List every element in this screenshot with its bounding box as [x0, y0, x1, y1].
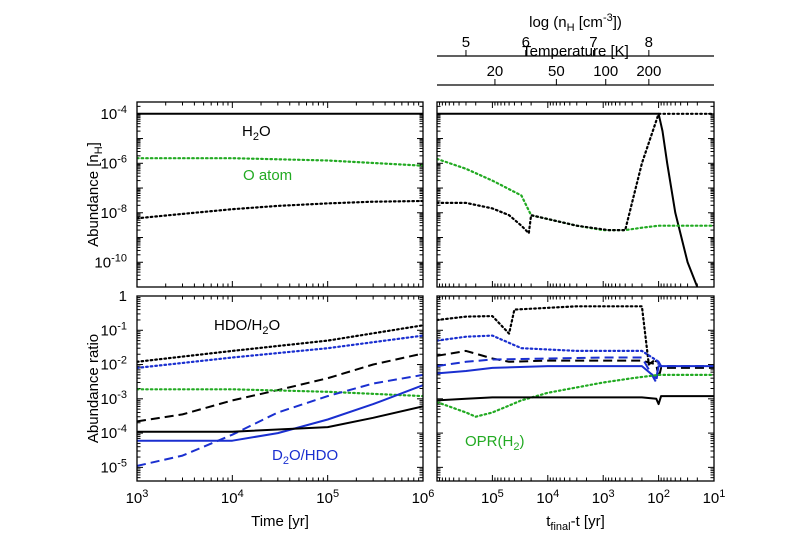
x-tick-label: 102 [647, 488, 670, 507]
y-axis-label: Abundance [nH] [85, 142, 105, 247]
series-line-5 [437, 365, 714, 380]
x-tick-label: 106 [412, 488, 435, 507]
series-line-3 [137, 352, 423, 423]
series-line-1 [437, 112, 699, 287]
panel-top-right-frame [436, 101, 715, 288]
top-axis-tick-label: 8 [645, 34, 653, 51]
panel-bottom-left: 1 10-1 10-2 10-3 10-4 10-5 103 104 105 106 Abundan… [85, 288, 434, 530]
y-tick-label: 10-6 [101, 153, 127, 172]
annotation-label: D2O/HDO [272, 447, 338, 467]
x-tick-label: 101 [703, 488, 726, 507]
panel-top-left: 10-4 10-6 10-8 10-10 Abundance [nH] H2O O atom [85, 101, 424, 288]
panel-top-left-frame [136, 101, 424, 288]
y-tick-label: 10-1 [101, 320, 127, 339]
series-line-7 [137, 405, 423, 433]
top-axis-tick-label: 6 [522, 34, 530, 51]
annotation-label: H2O [242, 123, 271, 143]
top-axis-tick-label: 200 [636, 63, 661, 80]
panel-top-right: 5 6 7 8 log (nH [cm-3]) 20 50 100 200 Temperature… [436, 12, 715, 288]
top-axis-label: log (nH [cm-3]) [529, 12, 622, 34]
y-tick-label: 10-4 [101, 104, 127, 123]
y-tick-label: 10-4 [101, 423, 127, 442]
annotation-label: OPR(H2) [465, 433, 524, 453]
x-tick-label: 104 [221, 488, 244, 507]
x-axis-label: tfinal-t [yr] [546, 513, 605, 533]
series-line-2 [437, 334, 660, 363]
y-tick-label: 10-10 [94, 252, 127, 271]
x-tick-label: 103 [126, 488, 149, 507]
x-tick-label: 104 [536, 488, 559, 507]
series-line-1 [437, 305, 660, 366]
series-line-4 [437, 356, 714, 384]
panel-bottom-right-frame [436, 295, 715, 482]
x-tick-label: 105 [481, 488, 504, 507]
annotation-label: HDO/H2O [214, 317, 280, 337]
series-line-4 [137, 388, 423, 398]
series-line-6 [137, 384, 423, 442]
series-line-2 [137, 334, 423, 369]
panel-bottom-left-frame [136, 295, 424, 482]
x-tick-label: 105 [316, 488, 339, 507]
series-line-7 [437, 395, 714, 406]
series-line-5 [137, 373, 423, 467]
top-axis-tick-label: 5 [462, 34, 470, 51]
y-tick-label: 1 [119, 288, 127, 305]
y-tick-label: 10-3 [101, 389, 127, 408]
top-axis-tick-label: 20 [487, 63, 504, 80]
x-axis-label: Time [yr] [251, 513, 309, 530]
y-axis-label: Abundance ratio [85, 334, 102, 443]
series-line-1 [137, 324, 423, 363]
top-axis-label: Temperature [K] [522, 43, 629, 60]
x-tick-label: 103 [592, 488, 615, 507]
y-tick-label: 10-2 [101, 355, 127, 374]
top-axis-tick-label: 100 [593, 63, 618, 80]
panel-bottom-right: 105 104 103 102 101 tfinal-t [yr] OPR(H2) [436, 295, 726, 533]
top-axis-tick-label: 50 [548, 63, 565, 80]
series-line-3 [137, 199, 423, 220]
series-line-2 [137, 157, 423, 167]
y-tick-label: 10-5 [101, 457, 127, 476]
top-axis-tick-label: 7 [589, 34, 597, 51]
y-tick-label: 10-8 [101, 203, 127, 222]
figure-content: 10-4 10-6 10-8 10-10 Abundance [nH] H2O O atom… [85, 12, 725, 533]
series-line-3 [437, 112, 714, 235]
annotation-label: O atom [243, 167, 292, 184]
